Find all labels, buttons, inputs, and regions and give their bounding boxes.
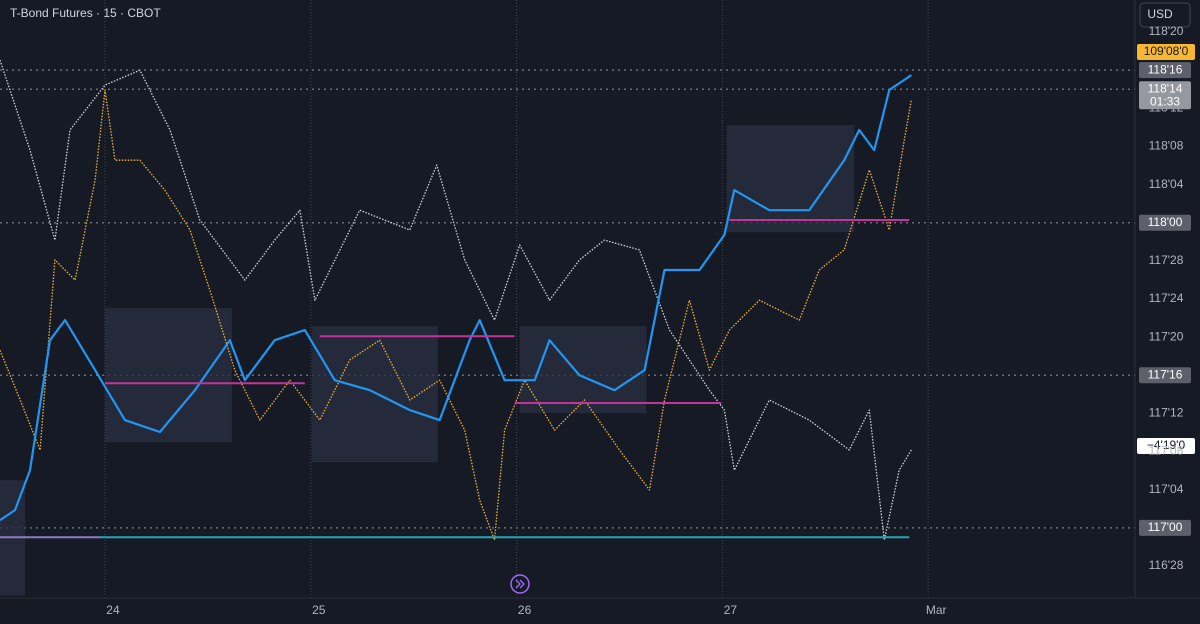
replay-icon-arrow <box>515 579 525 589</box>
price-badge <box>1139 81 1191 110</box>
countdown-label: 01:33 <box>1150 94 1180 108</box>
price-label: 118'16 <box>1148 62 1183 76</box>
y-tick-label: 117'24 <box>1149 291 1184 305</box>
price-badge <box>1139 367 1191 384</box>
y-tick-label: 118'08 <box>1149 139 1184 153</box>
price-badge <box>1139 214 1191 231</box>
other-label: 109'08'0 <box>1144 44 1189 58</box>
y-tick-label: 117'04 <box>1149 482 1184 496</box>
y-tick-label: 118'04 <box>1149 177 1184 191</box>
y-tick-label: 117'08 <box>1149 444 1184 458</box>
y-tick-label: 118'20 <box>1149 24 1184 38</box>
chart-title: T-Bond Futures · 15 · CBOT <box>10 6 161 20</box>
series-line <box>0 89 912 541</box>
session-box <box>726 125 855 233</box>
x-tick-label: 25 <box>312 603 326 617</box>
x-tick-label: 26 <box>518 603 532 617</box>
price-label: 117'00 <box>1148 520 1183 534</box>
x-tick-label: 24 <box>106 603 120 617</box>
y-tick-label: 117'12 <box>1149 406 1184 420</box>
x-tick-label: 27 <box>724 603 738 617</box>
price-badge <box>1139 62 1191 79</box>
price-badge <box>1139 519 1191 536</box>
x-tick-label: Mar <box>926 603 947 617</box>
session-box <box>311 326 438 463</box>
badge <box>1137 44 1195 60</box>
currency-button[interactable] <box>1139 2 1191 28</box>
price-label: 118'00 <box>1148 215 1183 229</box>
price-label: 118'14 <box>1148 81 1183 95</box>
price-label: 117'16 <box>1148 367 1183 381</box>
currency-label[interactable]: USD <box>1147 7 1173 21</box>
y-tick-label: 117'28 <box>1149 253 1184 267</box>
series-line <box>0 74 912 522</box>
y-tick-label: 117'20 <box>1149 329 1184 343</box>
badge <box>1137 438 1195 454</box>
other-label: −4'19'0 <box>1147 438 1186 452</box>
y-tick-label: 116'28 <box>1149 558 1184 572</box>
replay-icon[interactable] <box>510 574 530 594</box>
session-box <box>519 326 647 414</box>
plot-area <box>0 0 1135 598</box>
